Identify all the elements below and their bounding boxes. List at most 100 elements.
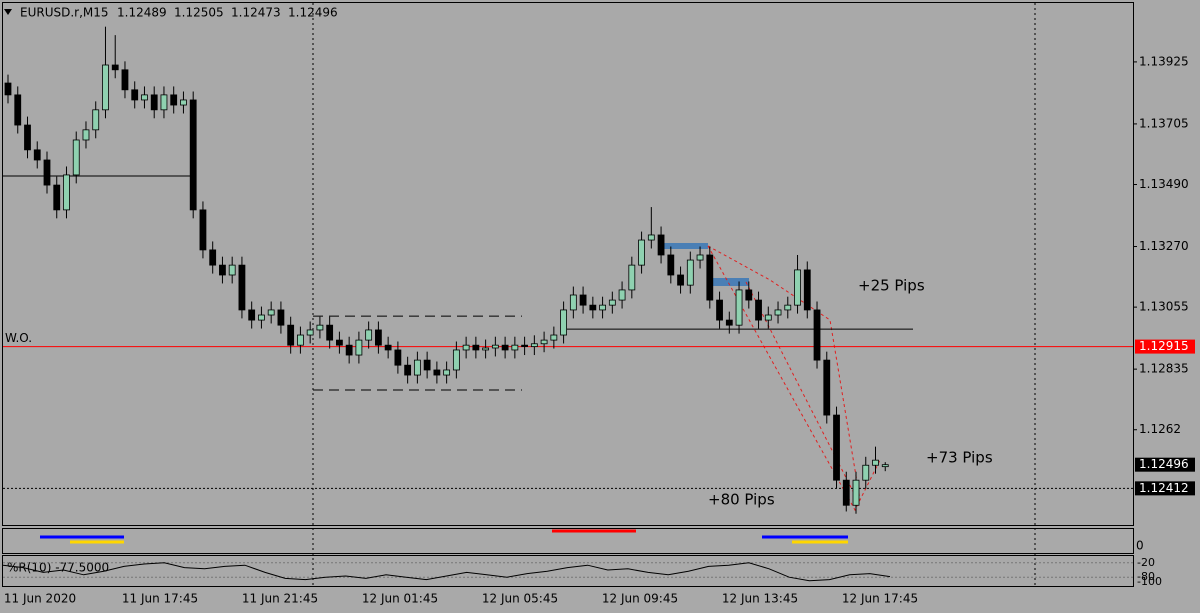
candle-body [326,324,334,341]
candle-body [618,289,626,301]
candle-body [111,64,119,71]
symbol: EURUSD.r,M15 [20,6,109,20]
time-label: 12 Jun 09:45 [602,592,678,606]
candle-body [872,459,879,466]
candle-body [852,479,860,506]
candle-body [745,289,753,301]
price-tag [1135,457,1195,472]
signal-tick-label: 0 [1136,539,1144,553]
y-tick-label: 1.12835 [1139,362,1189,376]
menu-arrow[interactable] [4,9,12,15]
wpr-tick-label: -20 [1137,556,1155,569]
candle-body [833,414,840,481]
candle-body [92,109,100,131]
candle-body [599,304,606,311]
candle-body [433,369,441,376]
wpr-tick-label: -100 [1137,575,1162,588]
candle-body [287,324,295,346]
time-label: 11 Jun 2020 [4,592,76,606]
candle-body [716,299,723,321]
header-high: 1.12505 [174,6,224,20]
candle-body [150,94,158,111]
candle-body [491,344,499,349]
candle-body [647,234,655,241]
level-label: W.O. [5,331,32,345]
candle-body [501,344,509,351]
candle-body [862,464,870,481]
candle-body [540,339,548,345]
candle-body [784,304,792,311]
price-tag-label: 1.12915 [1139,339,1189,353]
candle-body [53,184,61,211]
candle-body [628,264,636,291]
y-tick-label: 1.13925 [1139,54,1189,68]
time-label: 12 Jun 17:45 [842,592,918,606]
candle-body [452,349,460,371]
y-tick-label: 1.1262 [1139,422,1181,436]
candle-body [258,314,265,321]
candle-body [706,254,714,301]
candle-body [72,139,80,176]
candle-body [589,304,597,311]
trade-zone [711,278,749,286]
candle-body [238,264,246,311]
candle-body [219,264,226,276]
candle-body [336,339,343,346]
trade-path [745,281,861,506]
candle-body [881,464,889,468]
candle-body [755,299,762,321]
candle-body [102,64,109,111]
wpr-pane-frame [2,555,1134,587]
candle-body [4,82,12,96]
candle-body [82,129,90,141]
candle-body [803,269,811,311]
candle-body [638,239,645,266]
signal-pane-frame [2,528,1134,554]
candle-body [725,319,733,326]
candle-body [209,249,217,266]
candle-body [384,344,392,351]
candle-body [297,334,304,346]
candle-body [14,94,22,126]
candle-body [180,99,187,106]
candle-body [735,289,743,326]
candle-body [823,359,831,416]
candle-body [550,334,558,341]
price-tag [1135,339,1195,354]
y-tick-label: 1.13055 [1139,300,1189,314]
pips-annotation: +73 Pips [926,449,993,467]
candle-body [794,269,801,306]
candle-body [667,254,675,276]
price-tag-label: 1.12412 [1139,481,1189,495]
wpr-tick-label: -80 [1137,570,1155,583]
main-pane-frame [2,2,1134,526]
candle-body [813,309,821,361]
pips-annotation: +80 Pips [708,491,775,509]
candle-body [521,344,529,347]
candle-body [160,94,168,111]
time-label: 12 Jun 13:45 [722,592,798,606]
candle-body [462,344,470,351]
candle-body [33,149,41,161]
candle-body [189,99,197,211]
candle-body [413,359,421,376]
candle-body [248,309,256,321]
candle-body [121,69,129,91]
wpr-label: %R(10) -77.5000 [7,561,109,575]
candle-body [345,344,353,356]
candle-body [306,329,314,336]
candle-body [774,309,782,316]
candle-body [316,324,324,331]
candle-body [423,359,431,371]
candle-body [141,94,148,101]
time-label: 12 Jun 01:45 [362,592,438,606]
candle-body [842,479,850,506]
candle-body [404,364,412,376]
y-tick-label: 1.13490 [1139,177,1189,191]
candle-body [63,174,70,211]
candle-body [657,234,665,256]
candle-body [170,94,178,106]
candle-body [511,344,519,351]
candle-body [579,294,587,306]
